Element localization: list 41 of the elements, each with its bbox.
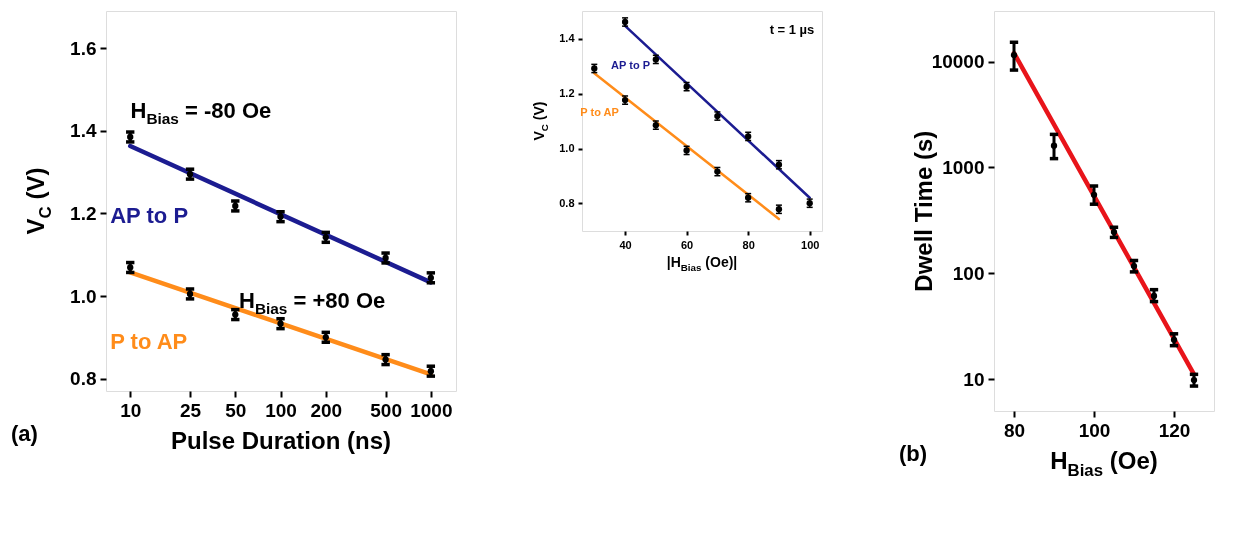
- point: [1050, 142, 1058, 149]
- y-tick-label: 1000: [942, 156, 985, 178]
- y-tick-label: 10000: [931, 51, 985, 73]
- x-axis-title: Pulse Duration (ns): [170, 427, 392, 454]
- y-axis-title: Dwell Time (s): [910, 130, 937, 292]
- point: [1090, 191, 1098, 199]
- x-tick-label: 100: [265, 399, 297, 421]
- x-tick-label: 80: [742, 238, 755, 251]
- y-axis-title: VC (V): [531, 101, 551, 141]
- y-tick-label: 10: [963, 368, 985, 390]
- x-tick-label: 100: [801, 238, 820, 251]
- y-tick-label: 1.0: [559, 142, 575, 154]
- y-tick-label: 0.8: [70, 368, 97, 390]
- y-tick-label: 1.4: [559, 32, 576, 44]
- text: (b): [899, 441, 928, 466]
- y-tick-label: 0.8: [559, 197, 575, 209]
- series-label: P to AP: [110, 329, 188, 355]
- x-tick-label: 500: [370, 399, 402, 421]
- y-tick-label: 1.0: [70, 285, 97, 307]
- series-label: P to AP: [580, 106, 619, 119]
- y-axis-title: VC (V): [22, 167, 56, 235]
- x-tick-label: 80: [1003, 419, 1026, 441]
- x-tick-label: 120: [1158, 419, 1191, 441]
- y-tick-label: 100: [952, 262, 985, 284]
- y-tick-label: 1.6: [70, 37, 97, 59]
- x-tick-label: 60: [680, 238, 694, 251]
- y-tick-label: 1.4: [70, 120, 97, 142]
- x-tick-label: 25: [179, 399, 202, 421]
- text: (a): [11, 421, 38, 446]
- x-tick-label: 200: [310, 399, 343, 421]
- x-tick-label: 10: [120, 399, 142, 421]
- series-label: AP to P: [611, 58, 650, 71]
- x-tick-label: 40: [619, 238, 632, 251]
- y-tick-label: 1.2: [70, 202, 97, 224]
- x-tick-label: 100: [1078, 419, 1111, 441]
- series-label: AP to P: [110, 203, 189, 229]
- x-tick-label: 50: [225, 399, 247, 421]
- annotation: t = 1 µs: [769, 22, 815, 38]
- point: [1010, 51, 1018, 59]
- y-tick-label: 1.2: [559, 87, 575, 99]
- x-tick-label: 1000: [410, 399, 453, 421]
